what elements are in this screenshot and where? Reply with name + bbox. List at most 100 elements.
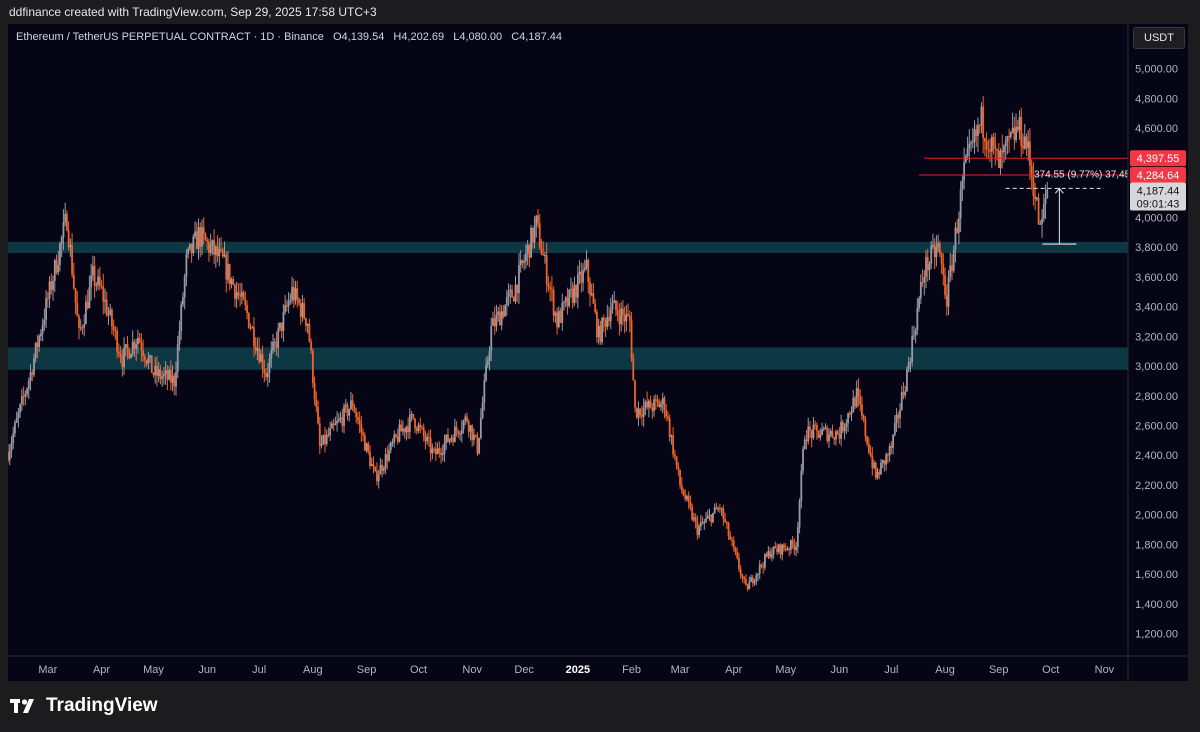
candle-body <box>514 284 517 302</box>
price-range-measure: 374.55 (9.77%) 37,45 <box>1005 169 1131 245</box>
candle-body <box>147 358 150 364</box>
candle-body <box>150 355 153 374</box>
candle-body <box>675 456 678 466</box>
candle-body <box>772 546 775 555</box>
candle-body <box>242 292 245 300</box>
candle-body <box>533 225 536 243</box>
candle-body <box>883 460 886 465</box>
high-value: H4,202.69 <box>393 31 445 43</box>
candle-body <box>625 314 628 322</box>
candle-body <box>131 341 134 355</box>
candle-body <box>575 285 578 298</box>
tradingview-logo[interactable]: TradingView <box>10 695 158 717</box>
candle-body <box>138 337 141 343</box>
candle-body <box>713 507 716 513</box>
candle-body <box>613 300 616 304</box>
candle-body <box>864 419 867 437</box>
candle-body <box>526 244 529 254</box>
candle-body <box>337 418 340 421</box>
candle-body <box>315 399 318 408</box>
candle-body <box>887 454 889 456</box>
candle-body <box>495 315 498 327</box>
candle-body <box>225 254 228 280</box>
candle-body <box>545 255 548 285</box>
chart-panel[interactable]: 374.55 (9.77%) 37,45 1,200.00 1,400.00 1,6… <box>8 24 1188 681</box>
time-axis[interactable]: Mar Apr May Jun Jul Aug Sep Oct Nov Dec 2025 Feb Mar… <box>38 664 1114 676</box>
candle-body <box>12 433 15 443</box>
candle-body <box>639 408 642 415</box>
symbol-title[interactable]: Ethereum / TetherUS PERPETUAL CONTRACT ·… <box>16 31 324 43</box>
time-tick-label: Sep <box>989 664 1009 676</box>
candle-body <box>289 299 292 302</box>
candle-body <box>479 417 482 439</box>
candle-body <box>15 418 18 423</box>
candle-body <box>637 408 640 418</box>
candle-body <box>130 354 132 359</box>
candle-body <box>405 426 408 433</box>
candle-body <box>699 522 702 527</box>
candle-body <box>693 517 695 520</box>
candle-body <box>720 508 723 510</box>
candle-body <box>417 424 420 431</box>
candle-body <box>852 397 855 413</box>
candle-body <box>303 303 306 319</box>
candle-body <box>334 423 337 425</box>
candle-body <box>769 551 772 558</box>
candle-body <box>26 388 28 395</box>
candle-body <box>67 230 70 248</box>
candle-body <box>855 388 858 407</box>
price-chart[interactable]: 374.55 (9.77%) 37,45 1,200.00 1,400.00 1,6… <box>8 24 1188 681</box>
candle-body <box>919 282 922 299</box>
candle-body <box>318 423 321 446</box>
candle-body <box>509 289 512 293</box>
candle-body <box>332 423 335 425</box>
currency-button[interactable]: USDT <box>1133 27 1185 49</box>
candle-body <box>201 227 203 247</box>
candle-body <box>990 136 993 152</box>
candle-body <box>374 466 377 471</box>
current-price-label-bg <box>1130 182 1186 211</box>
time-tick-label: Jun <box>198 664 216 676</box>
candle-body <box>249 327 252 329</box>
candle-body <box>554 312 557 316</box>
price-axis[interactable]: 1,200.00 1,400.00 1,600.00 1,800.00 2,000.00… <box>1135 34 1178 641</box>
candle-body <box>949 265 952 277</box>
candle-body <box>317 407 319 424</box>
candle-body <box>921 282 924 284</box>
candle-body <box>486 360 489 365</box>
candle-body <box>117 351 120 354</box>
candle-body <box>937 243 940 248</box>
candle-body <box>649 400 652 409</box>
candle-body <box>828 434 830 441</box>
candle-body <box>1029 141 1031 166</box>
candle-body <box>64 214 67 223</box>
candle-body <box>658 401 661 408</box>
candle-body <box>166 370 169 380</box>
candle-body <box>885 454 888 465</box>
candle-body <box>854 397 856 407</box>
price-tick-label: 4,800.00 <box>1135 93 1178 105</box>
candle-body <box>112 326 115 331</box>
candle-body <box>660 404 662 408</box>
candle-body <box>822 428 825 430</box>
candle-body <box>712 512 714 523</box>
candle-body <box>564 297 567 302</box>
candle-body <box>776 548 778 552</box>
candle-body <box>29 372 32 381</box>
candle-body <box>126 344 129 350</box>
candle-body <box>694 517 697 522</box>
candle-body <box>182 297 184 305</box>
candle-body <box>912 335 915 337</box>
candle-body <box>566 297 569 307</box>
candle-body <box>796 527 799 548</box>
candle-body <box>516 284 519 294</box>
candle-body <box>344 404 347 407</box>
symbol-legend[interactable]: Ethereum / TetherUS PERPETUAL CONTRACT ·… <box>16 31 568 43</box>
candle-body <box>202 227 205 234</box>
candle-body <box>689 502 692 508</box>
candle-body <box>235 292 238 299</box>
candle-body <box>52 280 54 291</box>
candle-body <box>57 265 60 273</box>
candle-body <box>356 416 359 421</box>
candle-body <box>651 408 654 412</box>
